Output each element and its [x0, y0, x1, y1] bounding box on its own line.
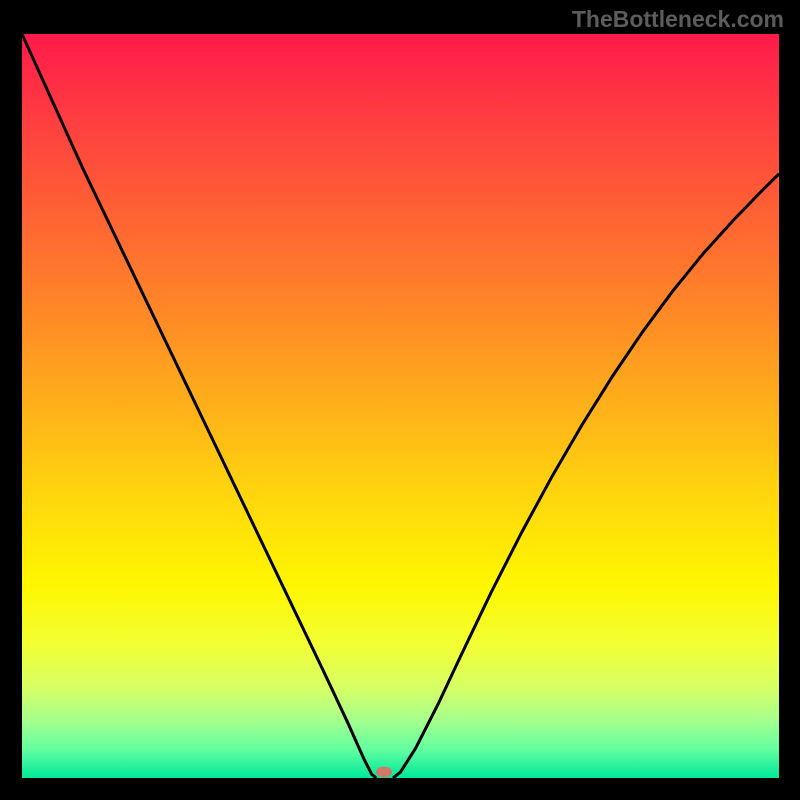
bottleneck-curve: [22, 34, 779, 778]
curve-right-branch: [393, 174, 779, 778]
optimal-point-marker: [376, 767, 392, 778]
plot-area: [22, 34, 779, 778]
watermark-text: TheBottleneck.com: [572, 6, 784, 33]
curve-left-branch: [22, 34, 376, 778]
